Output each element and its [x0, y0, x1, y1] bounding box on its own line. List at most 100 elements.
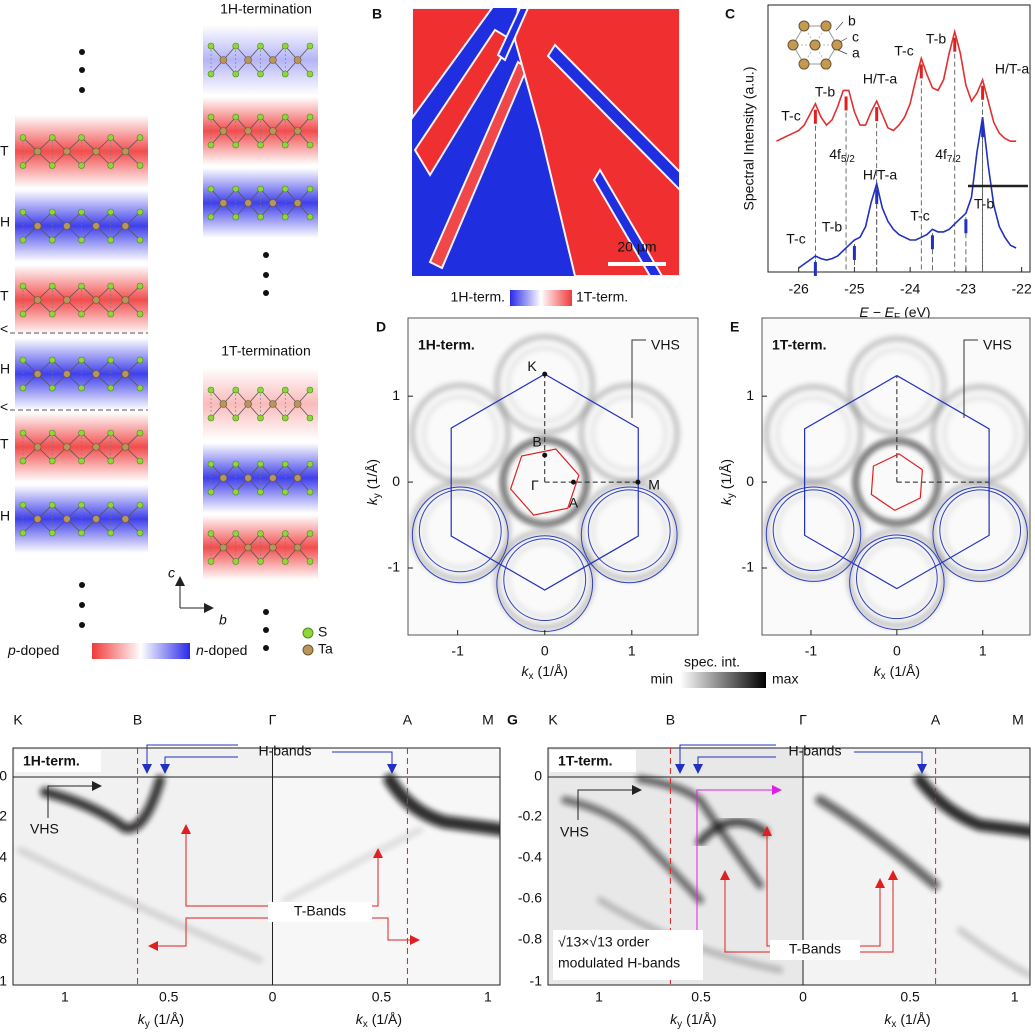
s-atom [232, 141, 240, 149]
s-atom [257, 488, 264, 496]
ta-legend-dot [302, 644, 314, 656]
intensity-ring [422, 395, 498, 471]
contour [772, 489, 855, 572]
s-atom [48, 457, 56, 465]
s-atom [281, 213, 289, 221]
s-atom [281, 530, 289, 537]
x-tick-label: -24 [900, 281, 920, 297]
y-tick-label: -0.6 [518, 890, 542, 906]
s-atom [257, 530, 264, 537]
s-atom [306, 558, 314, 565]
ellipsis-dot [79, 49, 85, 55]
ta-atom [269, 400, 277, 408]
s-atom [48, 384, 56, 392]
s-atom [257, 185, 264, 193]
ellipsis-dot [263, 272, 269, 278]
x-axis-label-main: k [356, 1011, 364, 1027]
domain [546, 43, 680, 192]
x-tick-label: 0.5 [159, 989, 179, 1005]
s-atom [136, 457, 144, 465]
s-atom [257, 460, 264, 468]
zone-boundary [870, 453, 923, 512]
ta-atom [121, 443, 130, 451]
ta-atom [33, 147, 42, 156]
t-bands-pointer [720, 870, 770, 953]
map-background [762, 318, 1030, 635]
x-axis-label-main: k [884, 1011, 892, 1027]
spectrum [798, 116, 1017, 269]
s-atom [257, 386, 264, 394]
s-atom [281, 460, 289, 468]
panel-letter: E [730, 319, 739, 335]
s-atom [136, 384, 144, 392]
intensity-ring [579, 383, 680, 484]
y-tick-label: 2 [0, 808, 7, 824]
ta-atom [244, 56, 252, 64]
x-axis-label: kx (1/Å) [874, 663, 920, 682]
s-atom [107, 529, 115, 537]
band [957, 927, 1030, 978]
contour [855, 537, 938, 620]
y-tick-label: 0 [392, 473, 400, 489]
x-tick-label: 1 [1011, 989, 1019, 1005]
ta-atom [121, 296, 130, 304]
s-atom [281, 185, 289, 193]
ta-atom [33, 515, 42, 523]
domain [496, 8, 530, 62]
x-axis-label-sub: y [677, 1019, 682, 1030]
k-point-label: M [1012, 712, 1024, 728]
k-point-label: K [527, 358, 537, 374]
s-atom [19, 501, 27, 509]
peak-label: T-c [894, 43, 913, 59]
intensity-ring [507, 542, 583, 618]
n-doped-label: n-doped [196, 642, 247, 658]
ta-atom [219, 543, 228, 552]
s-atom [232, 113, 240, 121]
k-point-label: B [666, 712, 675, 728]
s-atom [48, 134, 56, 141]
x-axis-label-main: k [138, 1011, 146, 1027]
map-background [272, 748, 500, 985]
axis-c-label: c [168, 565, 175, 581]
s-atom [257, 70, 264, 78]
crystal-atom [809, 39, 821, 51]
h-bands-pointer [332, 751, 397, 774]
s-atom [78, 208, 85, 216]
ta-atom [33, 296, 42, 304]
colorbar-left-label: 1H-term. [451, 289, 505, 305]
label-box [770, 940, 860, 960]
h-bands-pointer [693, 756, 776, 774]
x-tick-label: -1 [805, 643, 818, 659]
x-axis-label-main: k [670, 1011, 678, 1027]
s-atom [306, 70, 314, 78]
layer-label: H [0, 214, 10, 230]
ellipsis-dot [263, 627, 269, 633]
contour [939, 489, 1022, 572]
ta-atom [269, 543, 277, 552]
contour [503, 538, 587, 622]
s-atom [232, 42, 240, 50]
ta-atom [92, 222, 100, 230]
panel-letter: D [376, 319, 386, 335]
s-atom [257, 558, 264, 565]
domain [592, 168, 664, 276]
ta-atom [121, 222, 130, 230]
p-doped-label: p-doped [7, 642, 59, 658]
s-atom [306, 141, 314, 149]
ellipsis-dot [79, 582, 85, 588]
t-bands-label: T-Bands [294, 903, 346, 919]
band [383, 773, 500, 836]
vhs-pointer [47, 781, 102, 818]
peak-label: T-b [815, 84, 835, 100]
y-tick-label: -1 [388, 559, 401, 575]
y-tick-label: 4 [0, 849, 7, 865]
doping-colorbar [92, 643, 190, 659]
intensity-ring [943, 396, 1018, 472]
s-atom [78, 457, 85, 465]
peak-label: T-c [786, 231, 805, 247]
label-box [268, 902, 372, 922]
k-point-label: B [133, 712, 142, 728]
colorbar-title: spec. int. [684, 654, 740, 670]
peak-label: T-b [822, 219, 842, 235]
